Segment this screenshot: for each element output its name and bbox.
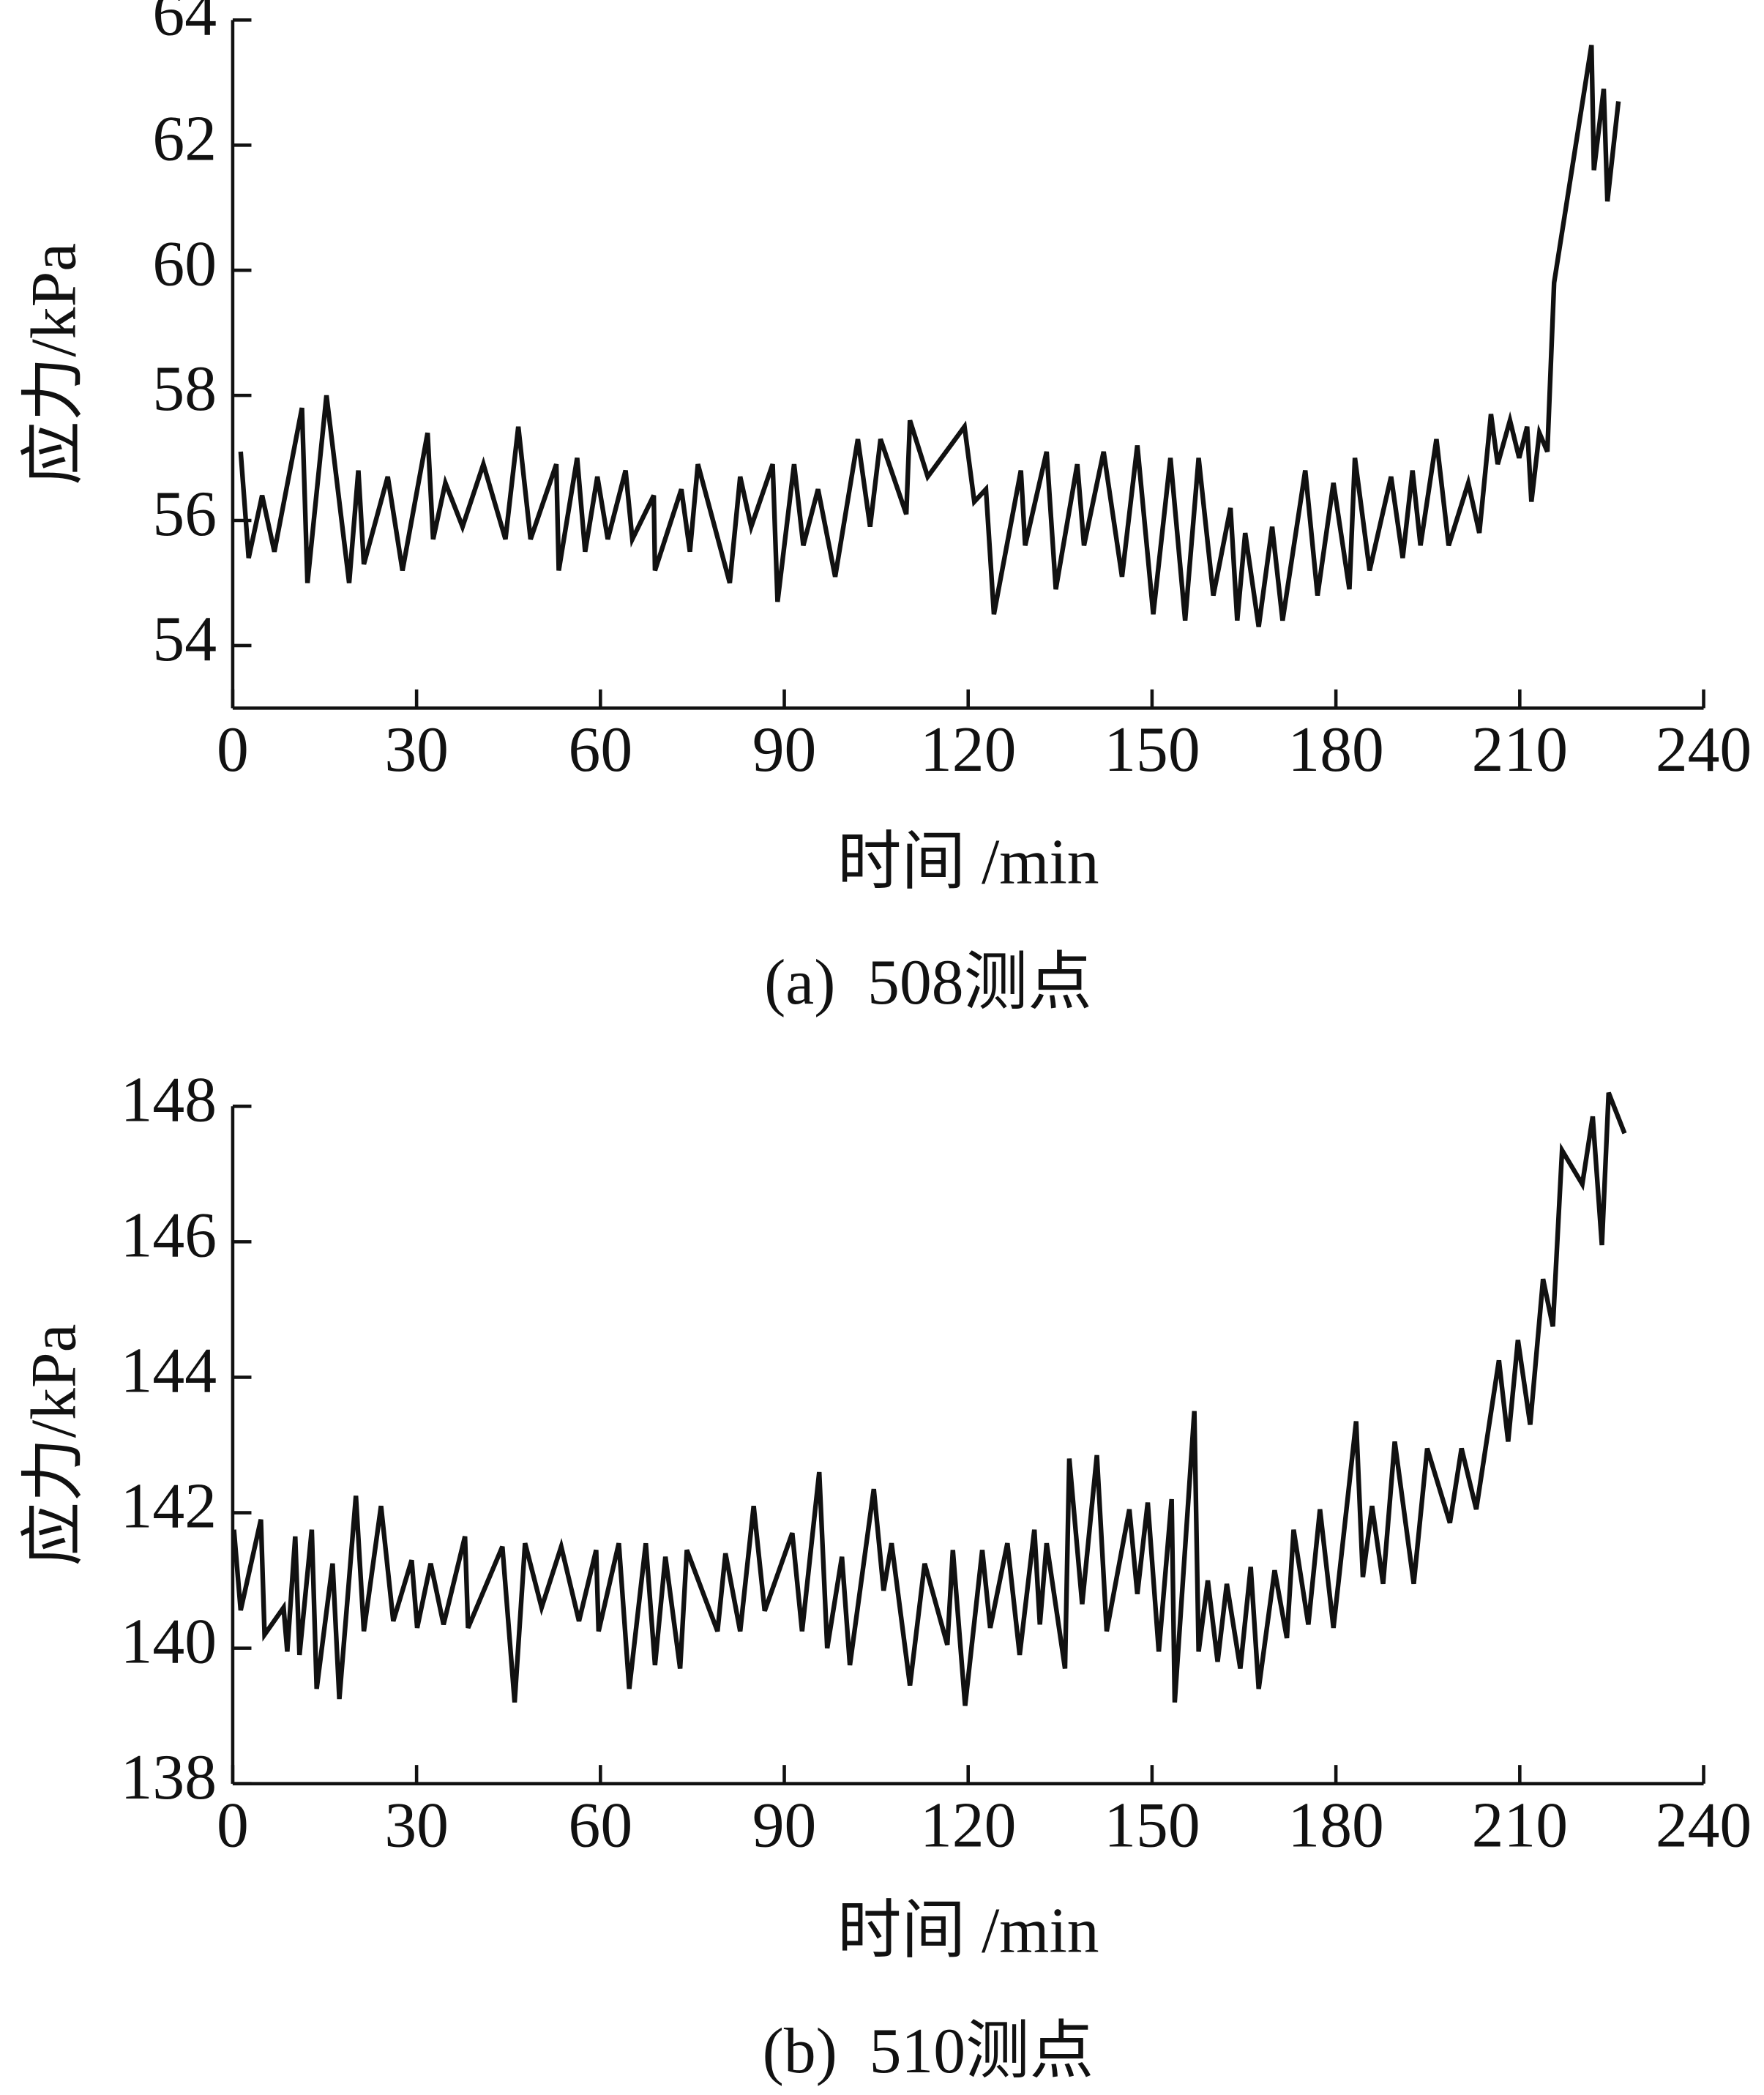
x-axis-label: 时间 /min — [837, 1895, 1099, 1966]
x-tick-label: 120 — [920, 714, 1016, 785]
x-tick-label: 60 — [569, 714, 633, 785]
data-line — [238, 45, 1621, 627]
y-tick-label: 140 — [121, 1606, 217, 1677]
y-tick-label: 62 — [152, 102, 217, 173]
x-tick-label: 240 — [1656, 1790, 1752, 1861]
x-tick-label: 180 — [1288, 714, 1383, 785]
y-tick-label: 142 — [121, 1471, 217, 1542]
x-tick-label: 210 — [1472, 1790, 1568, 1861]
x-tick-label: 0 — [217, 714, 249, 785]
y-tick-label: 54 — [152, 603, 217, 674]
y-tick-label: 146 — [121, 1200, 217, 1271]
y-tick-label: 56 — [152, 478, 217, 549]
y-tick-label: 60 — [152, 228, 217, 299]
x-tick-label: 60 — [569, 1790, 633, 1861]
x-tick-label: 30 — [384, 714, 449, 785]
x-tick-label: 90 — [752, 714, 817, 785]
y-tick-label: 144 — [121, 1335, 217, 1406]
y-tick-label: 138 — [121, 1741, 217, 1812]
x-tick-label: 210 — [1472, 714, 1568, 785]
caption: (a) 508测点 — [764, 946, 1092, 1017]
x-tick-label: 90 — [752, 1790, 817, 1861]
x-tick-label: 0 — [217, 1790, 249, 1861]
y-tick-label: 64 — [152, 0, 217, 48]
x-tick-label: 150 — [1104, 1790, 1200, 1861]
y-tick-label: 58 — [152, 353, 217, 424]
x-axis-label: 时间 /min — [837, 826, 1099, 897]
x-tick-label: 120 — [920, 1790, 1016, 1861]
caption: (b) 510测点 — [763, 2015, 1094, 2086]
x-tick-label: 240 — [1656, 714, 1752, 785]
data-line — [231, 1091, 1627, 1706]
x-tick-label: 30 — [384, 1790, 449, 1861]
x-tick-label: 150 — [1104, 714, 1200, 785]
y-axis-label: 应力/kPa — [18, 1324, 89, 1566]
y-tick-label: 148 — [121, 1064, 217, 1135]
x-tick-label: 180 — [1288, 1790, 1383, 1861]
y-axis-label: 应力/kPa — [18, 243, 89, 485]
